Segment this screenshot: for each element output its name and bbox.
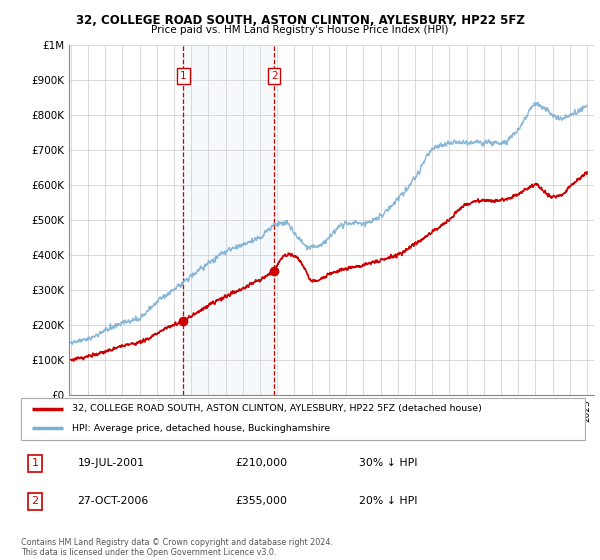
Text: 30% ↓ HPI: 30% ↓ HPI	[359, 458, 418, 468]
Text: Contains HM Land Registry data © Crown copyright and database right 2024.
This d: Contains HM Land Registry data © Crown c…	[21, 538, 333, 557]
Text: £355,000: £355,000	[235, 496, 287, 506]
Text: 2: 2	[32, 496, 38, 506]
Text: 1: 1	[180, 71, 187, 81]
Text: 27-OCT-2006: 27-OCT-2006	[77, 496, 149, 506]
Text: 32, COLLEGE ROAD SOUTH, ASTON CLINTON, AYLESBURY, HP22 5FZ (detached house): 32, COLLEGE ROAD SOUTH, ASTON CLINTON, A…	[72, 404, 482, 413]
Text: £210,000: £210,000	[235, 458, 287, 468]
Text: HPI: Average price, detached house, Buckinghamshire: HPI: Average price, detached house, Buck…	[72, 424, 330, 433]
Text: 20% ↓ HPI: 20% ↓ HPI	[359, 496, 418, 506]
Text: 32, COLLEGE ROAD SOUTH, ASTON CLINTON, AYLESBURY, HP22 5FZ: 32, COLLEGE ROAD SOUTH, ASTON CLINTON, A…	[76, 14, 524, 27]
Text: 19-JUL-2001: 19-JUL-2001	[77, 458, 145, 468]
FancyBboxPatch shape	[21, 398, 585, 440]
Text: 1: 1	[32, 458, 38, 468]
Text: 2: 2	[271, 71, 277, 81]
Bar	[184, 45, 274, 395]
Text: Price paid vs. HM Land Registry's House Price Index (HPI): Price paid vs. HM Land Registry's House …	[151, 25, 449, 35]
